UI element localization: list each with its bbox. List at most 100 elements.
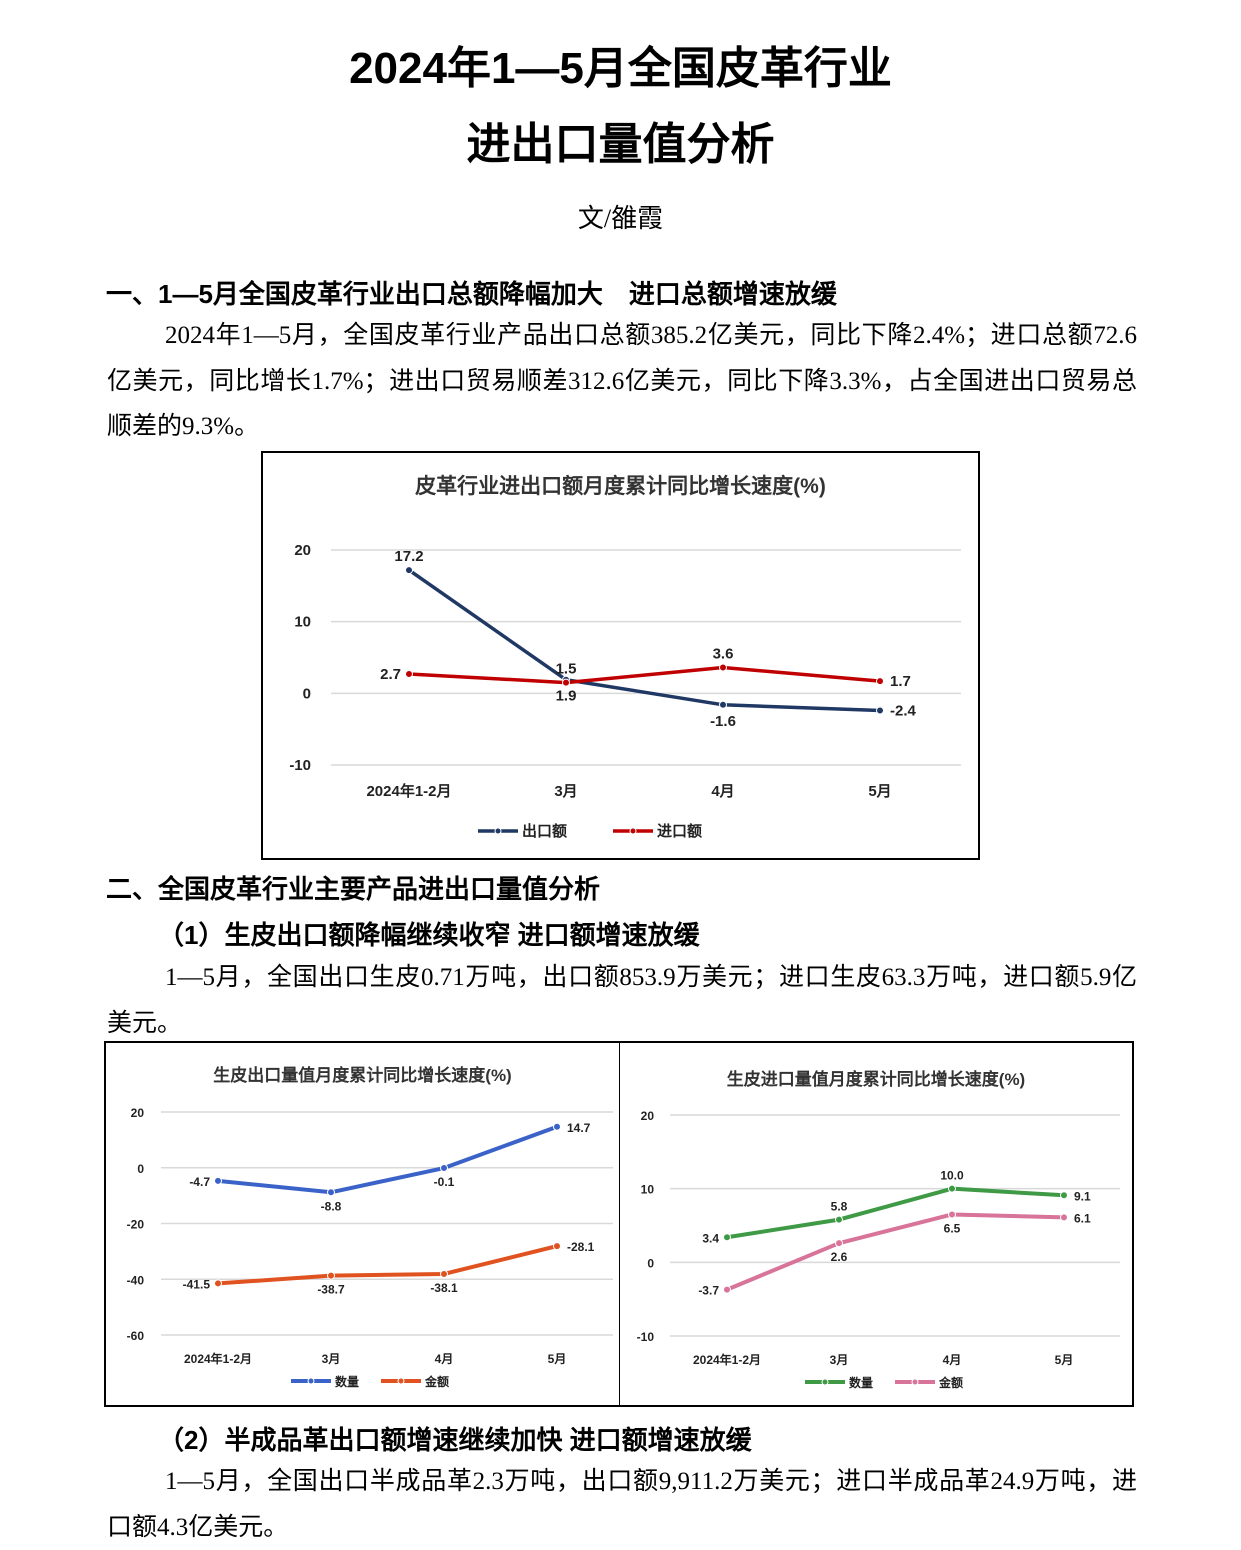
data-label: -4.7 <box>189 1175 210 1189</box>
data-label: 2.6 <box>831 1250 848 1264</box>
x-tick-label: 4月 <box>435 1352 454 1366</box>
data-label: 2.7 <box>380 666 401 683</box>
legend-label: 进口额 <box>657 822 702 840</box>
y-tick-label: 10 <box>294 614 311 631</box>
data-point <box>948 1184 956 1193</box>
legend-marker <box>911 1378 919 1386</box>
chart-rawhide-import: 生皮进口量值月度累计同比增长速度(%) 20 10 0 -10 2024年1-2月 3月 4月… <box>637 1069 1120 1390</box>
y-tick-label: -10 <box>289 757 311 774</box>
data-point <box>876 706 884 715</box>
data-label: 1.7 <box>890 673 911 690</box>
document-title-line1: 2024年1—5月全国皮革行业 <box>349 44 892 93</box>
data-label: -0.1 <box>434 1175 455 1189</box>
x-tick-label: 3月 <box>554 783 577 800</box>
chart-rawhide-export: 生皮出口量值月度累计同比增长速度(%) 20 0 -20 -40 -60 2024年1-2月… <box>127 1065 613 1389</box>
data-label: 17.2 <box>394 548 423 565</box>
x-tick-label: 5月 <box>1055 1353 1074 1367</box>
chart-title: 生皮出口量值月度累计同比增长速度(%) <box>213 1065 511 1085</box>
data-label: 3.6 <box>713 646 734 663</box>
data-label: 10.0 <box>940 1169 964 1183</box>
chart-title: 皮革行业进出口额月度累计同比增长速度(%) <box>415 474 826 498</box>
legend-marker <box>629 827 637 835</box>
y-tick-label: -20 <box>127 1218 145 1232</box>
legend-marker <box>494 827 502 835</box>
data-label: -28.1 <box>567 1240 595 1254</box>
series-line-1 <box>216 1124 559 1195</box>
legend-label: 数量 <box>849 1375 873 1390</box>
legend-marker <box>397 1377 405 1385</box>
data-label: -38.7 <box>317 1283 345 1297</box>
data-point <box>835 1215 843 1224</box>
series-line-2 <box>725 1212 1066 1292</box>
chart-trade-growth-svg: 皮革行业进出口额月度累计同比增长速度(%) 20 10 0 -10 2024年1-2月 3月… <box>289 474 961 840</box>
series-line-2 <box>216 1244 559 1286</box>
section2-sub1-heading: （1）生皮出口额降幅继续收窄 进口额增速放缓 <box>158 920 700 950</box>
data-label: -1.6 <box>710 713 736 730</box>
data-label: -2.4 <box>890 703 917 720</box>
legend-label: 金额 <box>938 1375 963 1390</box>
data-point <box>440 1269 448 1278</box>
data-point <box>562 678 570 687</box>
data-point <box>405 669 413 678</box>
data-label: 1.5 <box>556 661 577 678</box>
y-tick-label: 20 <box>294 542 311 559</box>
x-tick-label: 4月 <box>943 1353 962 1367</box>
legend-label: 金额 <box>424 1374 449 1389</box>
series-line-1 <box>407 568 882 713</box>
data-label: 6.1 <box>1074 1211 1091 1225</box>
document-title-line2: 进出口量值分析 <box>466 120 775 169</box>
x-tick-label: 4月 <box>711 783 734 800</box>
data-label: 14.7 <box>567 1121 591 1135</box>
data-point <box>553 1122 561 1131</box>
y-tick-label: 0 <box>137 1162 144 1176</box>
chart-trade-growth: 皮革行业进出口额月度累计同比增长速度(%) 20 10 0 -10 2024年1-2月 3月… <box>261 451 980 860</box>
data-point <box>1060 1213 1068 1222</box>
charts-rawhide: 生皮出口量值月度累计同比增长速度(%) 20 0 -20 -40 -60 2024年1-2月… <box>104 1041 1134 1407</box>
data-label: -41.5 <box>183 1277 211 1291</box>
chart-title: 生皮进口量值月度累计同比增长速度(%) <box>727 1069 1025 1089</box>
data-point <box>723 1233 731 1242</box>
data-point <box>405 566 413 575</box>
x-tick-label: 5月 <box>548 1352 567 1366</box>
x-tick-label: 2024年1-2月 <box>366 782 451 800</box>
y-tick-label: 10 <box>641 1183 655 1197</box>
section2-sub2-heading: （2）半成品革出口额增速继续加快 进口额增速放缓 <box>158 1425 752 1455</box>
data-point <box>876 677 884 686</box>
section1-paragraph: 2024年1—5月，全国皮革行业产品出口总额385.2亿美元，同比下降2.4%；… <box>107 322 1137 440</box>
x-tick-label: 2024年1-2月 <box>184 1351 252 1366</box>
data-point <box>553 1242 561 1251</box>
data-label: 1.9 <box>556 688 577 705</box>
legend-marker <box>307 1377 315 1385</box>
data-point <box>327 1271 335 1280</box>
legend-label: 数量 <box>335 1374 359 1389</box>
data-label: 3.4 <box>702 1231 719 1245</box>
data-label: -38.1 <box>430 1281 458 1295</box>
series-line-1 <box>725 1186 1066 1240</box>
data-point <box>719 663 727 672</box>
data-point <box>835 1239 843 1248</box>
data-point <box>723 1285 731 1294</box>
legend-label: 出口额 <box>522 822 567 840</box>
y-tick-label: -60 <box>127 1329 145 1343</box>
series-line-2 <box>407 665 882 685</box>
y-tick-label: 0 <box>303 685 311 702</box>
section2-sub1-paragraph: 1—5月，全国出口生皮0.71万吨，出口额853.9万美元；进口生皮63.3万吨… <box>107 964 1137 1037</box>
data-point <box>214 1176 222 1185</box>
x-tick-label: 3月 <box>322 1352 341 1366</box>
x-tick-label: 2024年1-2月 <box>693 1352 761 1367</box>
data-point <box>948 1210 956 1219</box>
y-tick-label: 20 <box>131 1106 145 1120</box>
y-tick-label: 0 <box>647 1256 654 1270</box>
data-label: 5.8 <box>831 1200 848 1214</box>
data-point <box>1060 1191 1068 1200</box>
x-tick-label: 5月 <box>868 783 891 800</box>
y-tick-label: -10 <box>637 1330 655 1344</box>
data-label: 6.5 <box>944 1221 961 1235</box>
legend-marker <box>821 1378 829 1386</box>
section2-sub2-paragraph: 1—5月，全国出口半成品革2.3万吨，出口额9,911.2万美元；进口半成品革2… <box>107 1468 1137 1541</box>
y-tick-label: -40 <box>127 1273 145 1287</box>
data-point <box>214 1279 222 1288</box>
data-point <box>440 1164 448 1173</box>
data-point <box>719 700 727 709</box>
data-label: -8.8 <box>321 1199 342 1213</box>
